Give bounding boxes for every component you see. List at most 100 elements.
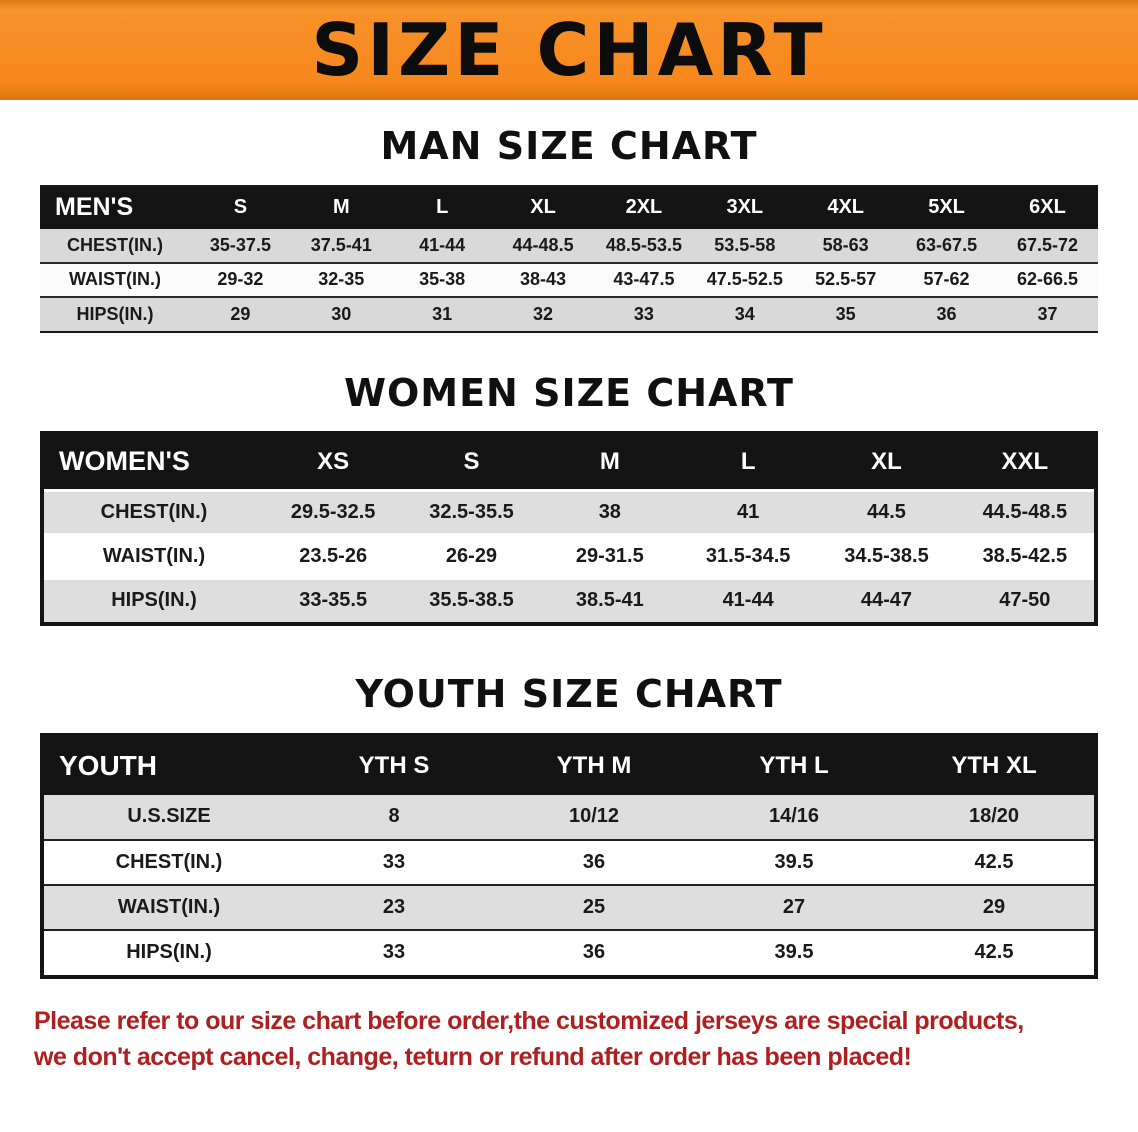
size-table: WOMEN'S XS S M L XL XXL CHEST(IN.) 29.5-32.5 32.5… xyxy=(44,435,1094,623)
value-cell: 29-31.5 xyxy=(540,534,679,580)
value-cell: 29 xyxy=(894,884,1094,931)
value-cell: 33 xyxy=(593,296,695,331)
value-cell: 43-47.5 xyxy=(593,262,695,298)
value-cell: 34 xyxy=(694,296,796,331)
row-label-cell: HIPS(IN.) xyxy=(40,296,190,331)
value-cell: 8 xyxy=(294,794,494,841)
table-row: HIPS(IN.) 33-35.5 35.5-38.5 38.5-41 41-44 44-… xyxy=(44,578,1094,623)
table-row: HIPS(IN.) 33 36 39.5 42.5 xyxy=(44,929,1094,975)
size-header-cell: YTH M xyxy=(494,736,694,795)
size-table: YOUTH YTH S YTH M YTH L YTH XL U.S.SIZE 8 10/12… xyxy=(44,736,1094,975)
value-cell: 47-50 xyxy=(955,578,1094,623)
size-header-cell: 3XL xyxy=(694,186,796,229)
value-cell: 27 xyxy=(694,884,894,931)
size-header-cell: L xyxy=(391,186,493,229)
value-cell: 67.5-72 xyxy=(997,228,1098,264)
value-cell: 38.5-42.5 xyxy=(955,534,1094,580)
value-cell: 29-32 xyxy=(190,262,291,298)
value-cell: 18/20 xyxy=(894,794,1094,841)
table-row: CHEST(IN.) 33 36 39.5 42.5 xyxy=(44,839,1094,886)
value-cell: 35-38 xyxy=(391,262,493,298)
size-header-cell: 5XL xyxy=(896,186,997,229)
value-cell: 29 xyxy=(190,296,291,331)
value-cell: 38 xyxy=(540,490,679,536)
value-cell: 35.5-38.5 xyxy=(402,578,541,623)
banner-title: SIZE CHART xyxy=(311,8,827,92)
value-cell: 42.5 xyxy=(894,929,1094,975)
row-label-cell: WAIST(IN.) xyxy=(40,262,190,298)
size-header-cell: M xyxy=(540,435,679,492)
value-cell: 39.5 xyxy=(694,929,894,975)
value-cell: 31 xyxy=(391,296,493,331)
value-cell: 32-35 xyxy=(290,262,392,298)
value-cell: 44.5 xyxy=(817,490,956,536)
value-cell: 44-47 xyxy=(817,578,956,623)
value-cell: 26-29 xyxy=(402,534,541,580)
value-cell: 32.5-35.5 xyxy=(402,490,541,536)
size-header-cell: XL xyxy=(492,186,594,229)
value-cell: 57-62 xyxy=(896,262,997,298)
row-label-cell: HIPS(IN.) xyxy=(44,578,264,623)
value-cell: 25 xyxy=(494,884,694,931)
youth-section-heading: YOUTH SIZE CHART xyxy=(355,672,783,717)
value-cell: 44-48.5 xyxy=(492,228,594,264)
value-cell: 41 xyxy=(678,490,818,536)
women-section-heading: WOMEN SIZE CHART xyxy=(344,370,794,415)
value-cell: 32 xyxy=(492,296,594,331)
size-header-cell: 2XL xyxy=(593,186,695,229)
size-header-cell: 4XL xyxy=(795,186,897,229)
value-cell: 38-43 xyxy=(492,262,594,298)
table-title-cell: MEN'S xyxy=(40,186,190,229)
women-size-section: WOMEN SIZE CHART WOMEN'S XS S M L XL XXL CHEST(… xyxy=(0,371,1138,627)
value-cell: 33 xyxy=(294,839,494,886)
banner: SIZE CHART xyxy=(0,0,1138,100)
table-row: WAIST(IN.) 23 25 27 29 xyxy=(44,884,1094,931)
row-label-cell: WAIST(IN.) xyxy=(44,534,264,580)
value-cell: 36 xyxy=(896,296,997,331)
table-row: WAIST(IN.) 29-32 32-35 35-38 38-43 43-47.5 47.… xyxy=(40,262,1098,298)
value-cell: 44.5-48.5 xyxy=(955,490,1094,536)
value-cell: 41-44 xyxy=(391,228,493,264)
size-header-cell: XS xyxy=(264,435,403,492)
table-row: HIPS(IN.) 29 30 31 32 33 34 35 36 37 xyxy=(40,296,1098,331)
value-cell: 33-35.5 xyxy=(264,578,403,623)
value-cell: 29.5-32.5 xyxy=(264,490,403,536)
table-title-cell: YOUTH xyxy=(44,736,294,795)
value-cell: 38.5-41 xyxy=(540,578,679,623)
value-cell: 34.5-38.5 xyxy=(817,534,956,580)
value-cell: 48.5-53.5 xyxy=(593,228,695,264)
size-header-cell: YTH S xyxy=(294,736,494,795)
value-cell: 53.5-58 xyxy=(694,228,796,264)
men-section-heading: MAN SIZE CHART xyxy=(380,124,758,168)
value-cell: 37.5-41 xyxy=(290,228,392,264)
value-cell: 14/16 xyxy=(694,794,894,841)
size-header-cell: M xyxy=(290,186,392,229)
table-header-row: MEN'S S M L XL 2XL 3XL 4XL 5XL 6XL xyxy=(40,186,1098,229)
footer-notice: Please refer to our size chart before or… xyxy=(34,1003,1108,1076)
table-row: WAIST(IN.) 23.5-26 26-29 29-31.5 31.5-34.5 34… xyxy=(44,534,1094,580)
value-cell: 63-67.5 xyxy=(896,228,997,264)
size-header-cell: L xyxy=(678,435,818,492)
value-cell: 37 xyxy=(997,296,1098,331)
value-cell: 23.5-26 xyxy=(264,534,403,580)
women-size-table: WOMEN'S XS S M L XL XXL CHEST(IN.) 29.5-32.5 32.5… xyxy=(40,431,1098,627)
value-cell: 35-37.5 xyxy=(190,228,291,264)
row-label-cell: CHEST(IN.) xyxy=(44,490,264,536)
size-header-cell: 6XL xyxy=(997,186,1098,229)
row-label-cell: WAIST(IN.) xyxy=(44,884,294,931)
men-size-table: MEN'S S M L XL 2XL 3XL 4XL 5XL 6XL CHEST(IN.) 35-37… xyxy=(40,184,1098,333)
value-cell: 23 xyxy=(294,884,494,931)
table-title-cell: WOMEN'S xyxy=(44,435,264,492)
size-header-cell: XL xyxy=(817,435,956,492)
value-cell: 41-44 xyxy=(678,578,818,623)
row-label-cell: U.S.SIZE xyxy=(44,794,294,841)
size-header-cell: YTH L xyxy=(694,736,894,795)
value-cell: 30 xyxy=(290,296,392,331)
notice-line-2: we don't accept cancel, change, teturn o… xyxy=(34,1043,912,1072)
value-cell: 35 xyxy=(795,296,897,331)
table-row: CHEST(IN.) 35-37.5 37.5-41 41-44 44-48.5 48.5… xyxy=(40,228,1098,264)
table-header-row: WOMEN'S XS S M L XL XXL xyxy=(44,435,1094,492)
value-cell: 58-63 xyxy=(795,228,897,264)
size-header-cell: YTH XL xyxy=(894,736,1094,795)
table-row: U.S.SIZE 8 10/12 14/16 18/20 xyxy=(44,794,1094,841)
